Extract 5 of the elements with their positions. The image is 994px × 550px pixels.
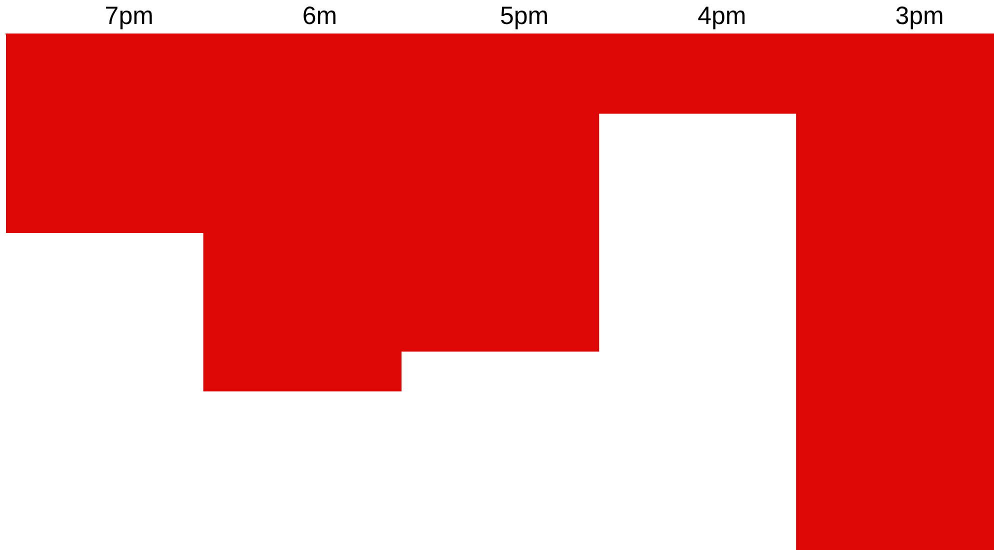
x-tick-label: 4pm: [698, 2, 746, 30]
x-tick-label: 3pm: [895, 2, 944, 30]
x-tick-label: 6m: [302, 2, 338, 30]
x-tick-label: 5pm: [500, 2, 549, 30]
x-tick-label: 7pm: [104, 2, 154, 30]
